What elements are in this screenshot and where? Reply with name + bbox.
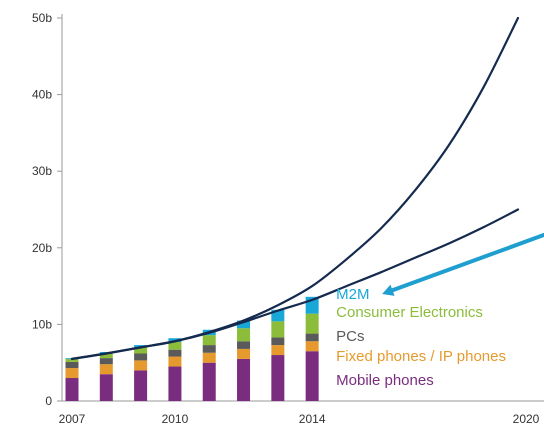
stacked-bars [65,296,319,401]
bar-segment [134,360,148,371]
y-tick-label: 0 [45,394,52,408]
x-tick-label: 2014 [299,412,326,426]
bar-segment [271,337,285,346]
bar-segment [305,333,319,342]
x-tick-label: 2007 [59,412,86,426]
y-tick-label: 40b [32,88,52,102]
arrow-head [382,284,395,296]
bar-segment [271,355,285,401]
bar-segment [65,361,79,369]
bar-segment [99,353,113,359]
x-axis: 2007 2010 2014 2020 [59,400,544,426]
bar-segment [202,335,216,346]
bar-segment [134,370,148,401]
x-tick-label: 2020 [513,412,540,426]
bar-segment [99,358,113,365]
bar-segment [271,309,285,322]
legend-label: M2M [336,286,369,303]
legend-label: Mobile phones [336,372,434,389]
bar-segment [134,353,148,361]
bar-segment [271,345,285,356]
forecast-lines [70,16,520,360]
y-tick-label: 50b [32,11,52,25]
y-tick-label: 20b [32,241,52,255]
y-axis: 0 10b 20b 30b 40b 50b [32,11,63,408]
bar-segment [237,348,251,359]
bar-segment [65,368,79,379]
legend-label: Fixed phones / IP phones [336,348,506,365]
x-tick-label: 2010 [162,412,189,426]
bar-segment [202,362,216,401]
legend-label: PCs [336,328,364,345]
bar-segment [168,356,182,367]
forecast-curve [70,208,520,360]
bar-segment [305,351,319,401]
bar-segment [134,347,148,354]
bar-segment [271,321,285,338]
bar-segment [168,338,182,343]
bar-segment [202,345,216,353]
bar-segment [134,345,148,348]
bar-segment [99,374,113,401]
bar-segment [305,313,319,334]
bar-segment [202,352,216,363]
bar-segment [99,364,113,375]
bar-segment [168,349,182,357]
bar-segment [168,366,182,401]
legend-arrow [382,232,544,296]
legend-label: Consumer Electronics [336,304,483,321]
bar-segment [65,358,79,362]
bar-segment [168,342,182,350]
bar-segment [237,358,251,401]
bar-segment [65,378,79,401]
y-tick-label: 10b [32,317,52,331]
y-tick-label: 30b [32,164,52,178]
bar-segment [237,320,251,329]
arrow-shaft [390,232,544,293]
bar-segment [237,328,251,342]
bar-segment [305,341,319,352]
bar-segment [237,341,251,349]
